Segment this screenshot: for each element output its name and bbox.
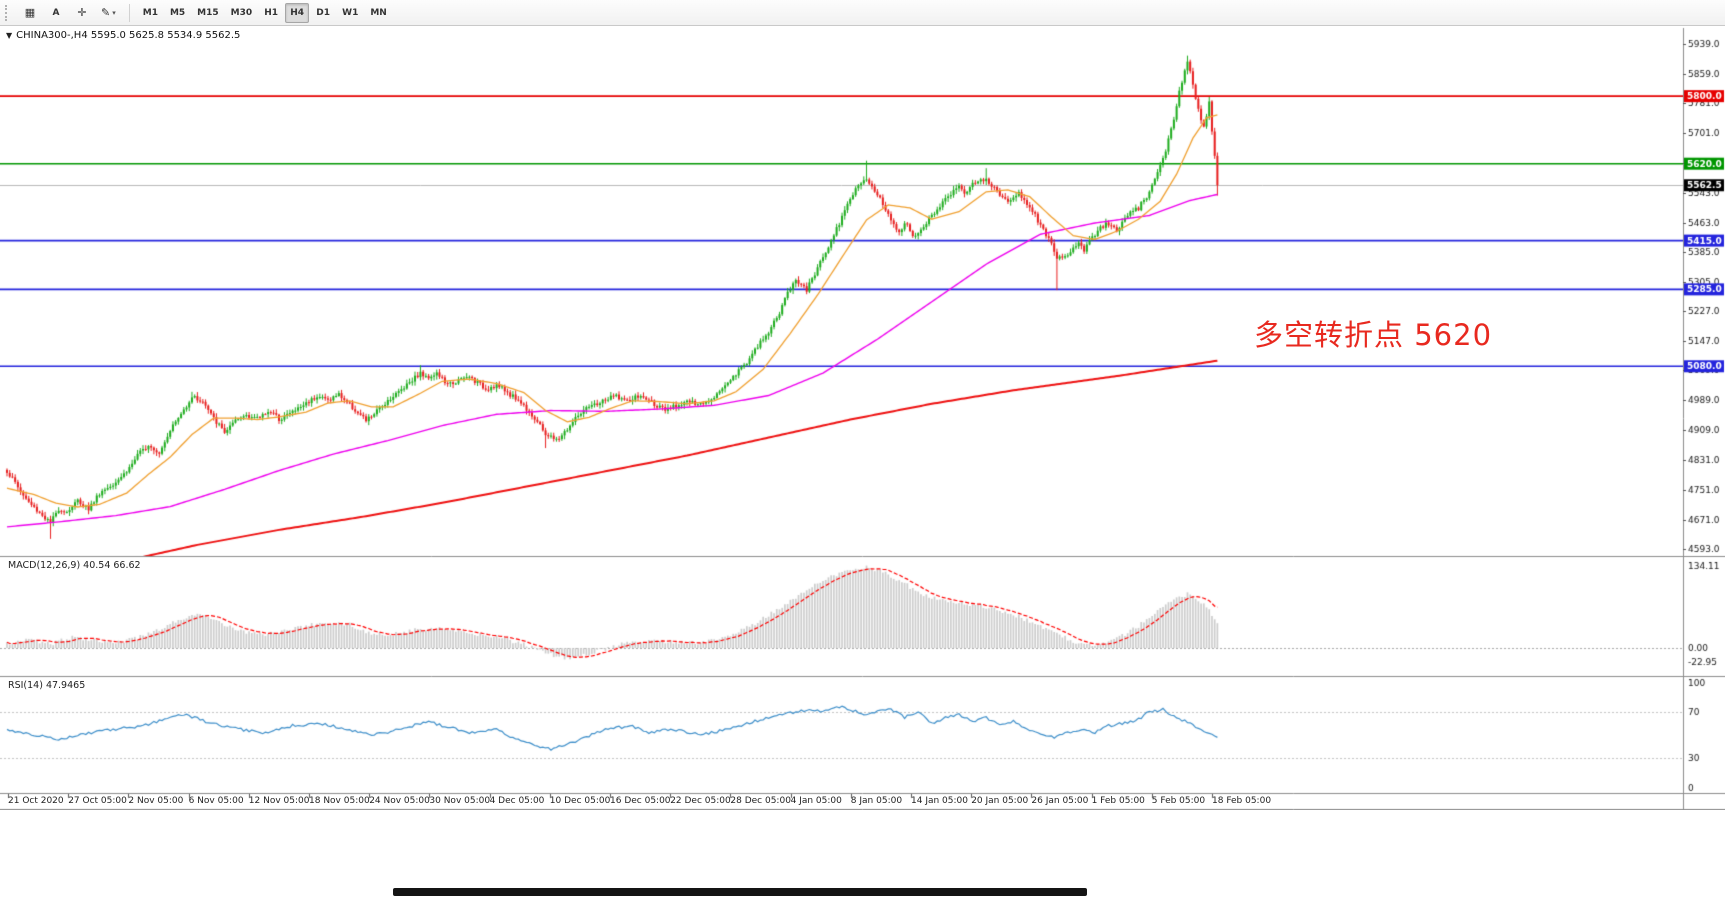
draw-tool-icon: ✎ [101, 6, 111, 19]
chart-annotation: 多空转折点 5620 [1254, 318, 1493, 352]
time-label: 4 Jan 05:00 [790, 796, 842, 806]
time-label: 21 Oct 2020 [8, 796, 64, 806]
draw-tool-button[interactable]: ✎ ▾ [96, 3, 121, 23]
timeframe-button-d1[interactable]: D1 [311, 3, 335, 23]
time-label: 6 Nov 05:00 [188, 796, 244, 806]
chevron-down-icon: ▾ [112, 8, 116, 17]
time-label: 16 Dec 05:00 [610, 796, 671, 806]
toolbar-separator [128, 3, 130, 22]
timeframe-button-h1[interactable]: H1 [259, 3, 283, 23]
time-label: 18 Feb 05:00 [1212, 796, 1272, 806]
chart-window-icon: ▦ [24, 6, 36, 19]
chart-canvas[interactable] [0, 26, 1725, 810]
crosshair-tool-button[interactable]: ✛ [70, 3, 94, 23]
time-label: 12 Nov 05:00 [248, 796, 310, 806]
timeframe-button-w1[interactable]: W1 [337, 3, 363, 23]
text-label-tool-button[interactable]: A [44, 3, 68, 23]
time-label: 18 Nov 05:00 [309, 796, 370, 806]
crosshair-tool-icon: ✛ [77, 6, 87, 19]
time-label: 4 Dec 05:00 [489, 796, 545, 806]
time-label: 1 Feb 05:00 [1091, 796, 1145, 806]
time-label: 20 Jan 05:00 [971, 796, 1029, 806]
time-label: 27 Oct 05:00 [68, 796, 127, 806]
time-label: 28 Dec 05:00 [730, 796, 791, 806]
toolbar-grip[interactable] [5, 4, 11, 21]
timeframe-button-m30[interactable]: M30 [226, 3, 257, 23]
text-label-tool-icon: A [52, 7, 60, 18]
chart-title-text: CHINA300-,H4 5595.0 5625.8 5534.9 5562.5 [16, 30, 241, 41]
time-label: 14 Jan 05:00 [911, 796, 968, 806]
drawing-tools-group: ▦ A ✛ ✎ ▾ [18, 3, 121, 23]
timeframe-button-m5[interactable]: M5 [165, 3, 190, 23]
symbol-dropdown-icon[interactable]: ▼ [6, 31, 13, 40]
top-toolbar: ▦ A ✛ ✎ ▾ M1 M5 M15 M30 H1 H4 D1 W1 MN [0, 0, 1725, 26]
timeframe-button-m15[interactable]: M15 [192, 3, 223, 23]
timeframe-group: M1 M5 M15 M30 H1 H4 D1 W1 MN [138, 2, 392, 23]
timeframe-button-m1[interactable]: M1 [138, 3, 163, 23]
time-label: 5 Feb 05:00 [1151, 796, 1206, 806]
time-label: 8 Jan 05:00 [850, 796, 903, 806]
time-label: 22 Dec 05:00 [670, 796, 731, 806]
h-scrollbar-thumb[interactable] [393, 888, 1087, 896]
rsi-label: RSI(14) 47.9465 [8, 680, 86, 691]
time-label: 2 Nov 05:00 [128, 796, 184, 806]
time-label: 10 Dec 05:00 [549, 796, 611, 806]
chart-title: ▼ CHINA300-,H4 5595.0 5625.8 5534.9 5562… [6, 30, 240, 41]
time-label: 24 Nov 05:00 [369, 796, 430, 806]
timeframe-button-h4[interactable]: H4 [285, 2, 310, 23]
time-label: 26 Jan 05:00 [1031, 796, 1089, 806]
timeframe-button-mn[interactable]: MN [365, 3, 392, 23]
macd-label: MACD(12,26,9) 40.54 66.62 [8, 560, 141, 571]
time-label: 30 Nov 05:00 [429, 796, 491, 806]
chart-window-button[interactable]: ▦ [18, 3, 42, 23]
time-axis: 21 Oct 2020 27 Oct 05:00 2 Nov 05:00 6 Nov … [0, 796, 1725, 810]
